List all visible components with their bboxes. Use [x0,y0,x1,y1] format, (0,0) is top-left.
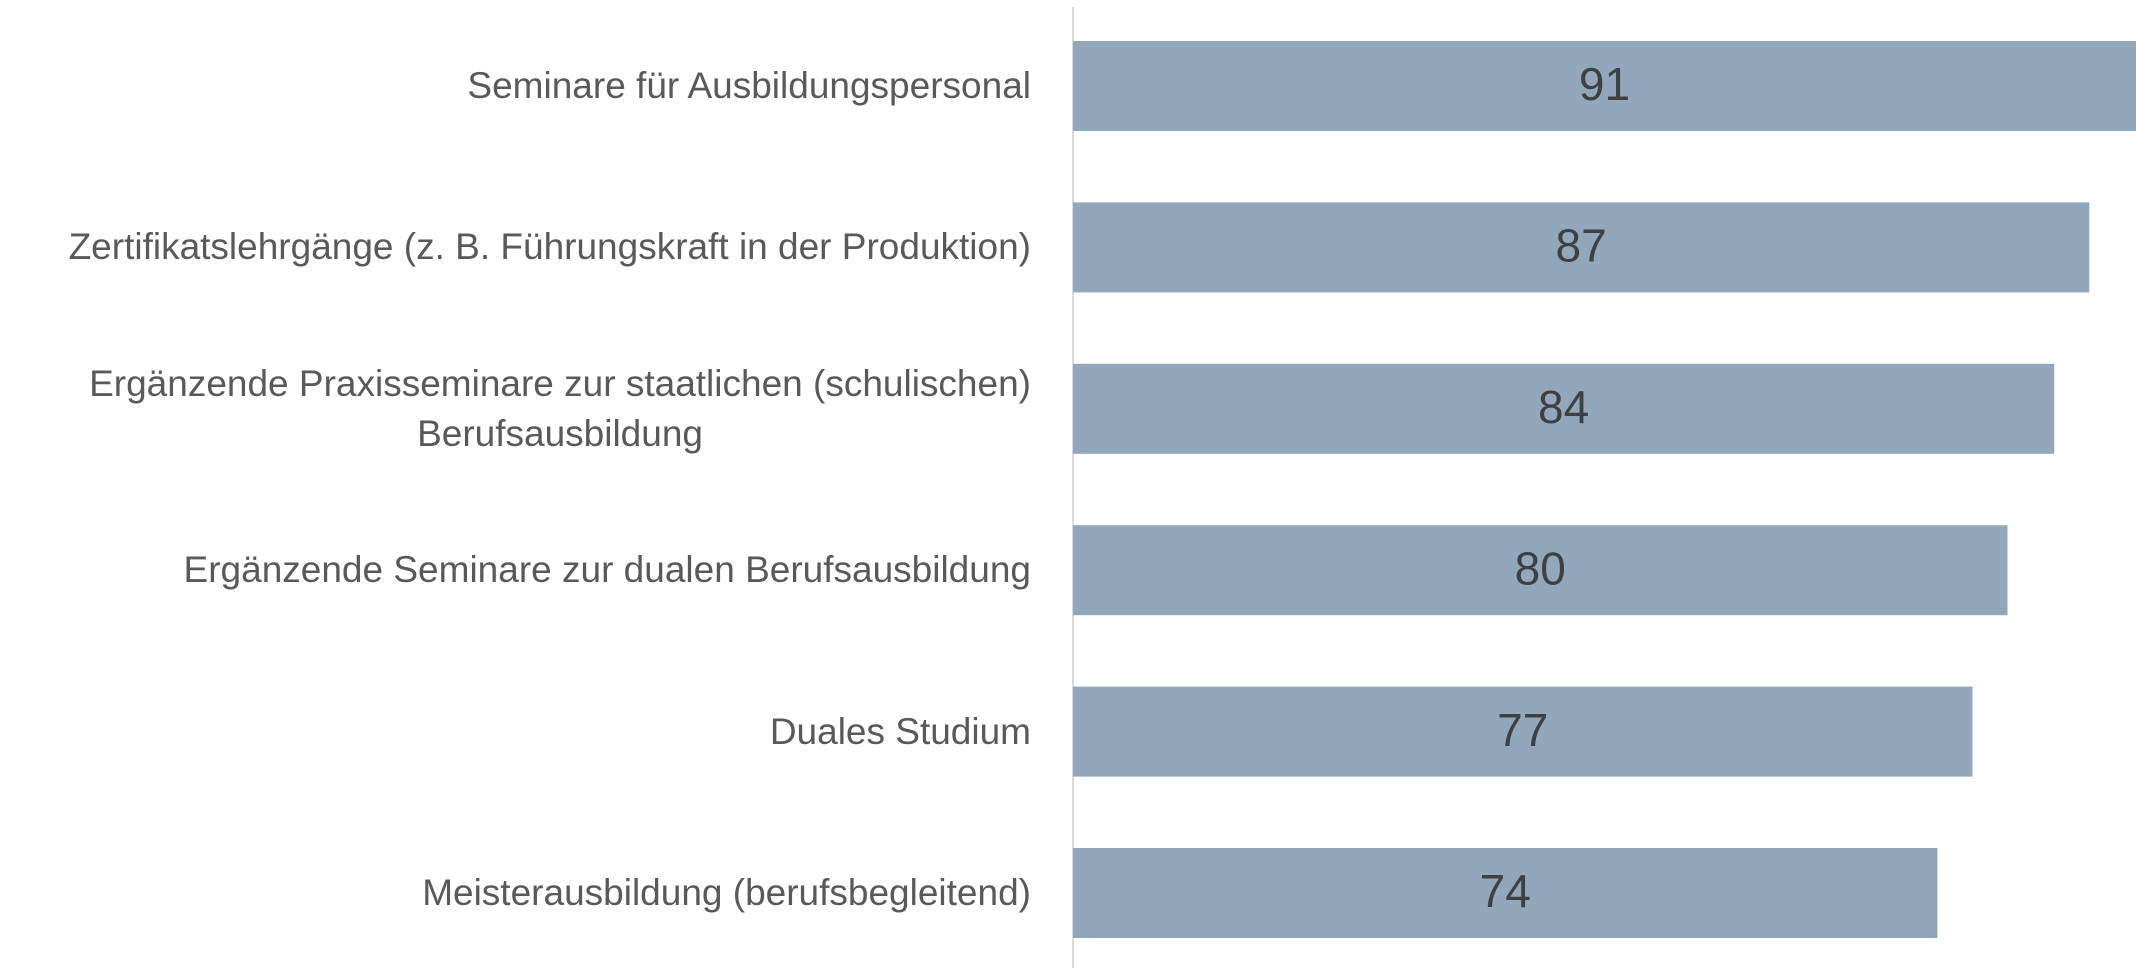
value-label: 87 [1556,220,1607,272]
category-label: Seminare für Ausbildungspersonal [467,65,1031,106]
value-label: 84 [1538,381,1589,433]
bar [1073,41,2136,131]
category-label: Duales Studium [769,710,1031,752]
bar [1073,686,1973,777]
value-label: 77 [1497,704,1548,756]
category-label: Ergänzende Seminare zur dualen Berufsaus… [183,549,1031,591]
value-label: 74 [1480,865,1531,917]
category-label: Zertifikatslehrgänge (z. B. Führungskraf… [68,226,1031,268]
bar [1073,202,2090,293]
category-label: Meisterausbildung (berufsbegleitend) [422,872,1031,913]
bar [1073,525,2008,616]
bar [1073,363,2055,454]
category-label: Ergänzende Praxisseminare zur staatliche… [89,362,1031,454]
value-label: 80 [1515,542,1566,594]
value-label: 91 [1579,58,1630,110]
bar [1073,848,1938,938]
